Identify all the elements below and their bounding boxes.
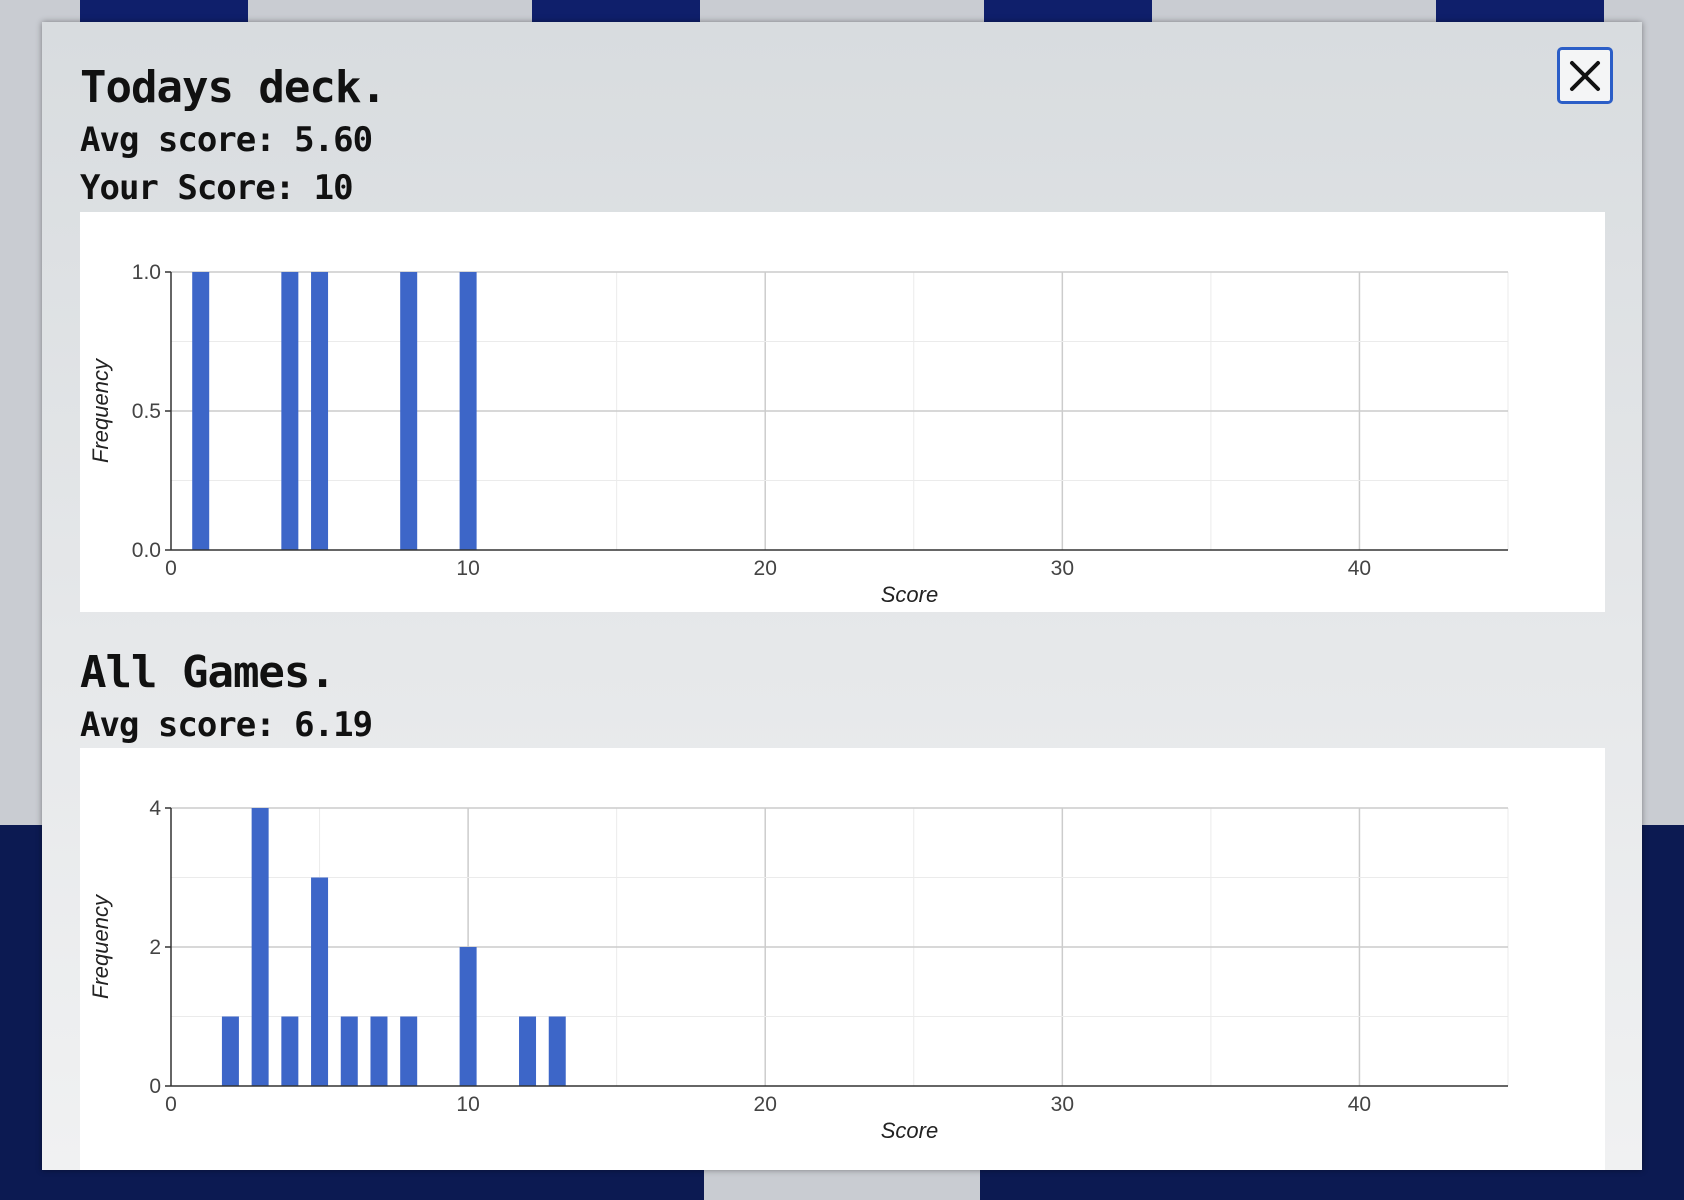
- todays-deck-chart: 0 10 20 30 40 0.0 0.5 1.0 Score Frequency: [80, 212, 1605, 612]
- histogram-bar: [281, 272, 299, 550]
- card-back: [984, 0, 1152, 22]
- histogram-bar: [370, 1016, 388, 1086]
- histogram-bar: [519, 1016, 537, 1086]
- all-games-chart: 0 10 20 30 40 0 2 4 Score Frequency: [80, 748, 1605, 1170]
- card-face: [704, 1170, 980, 1200]
- todays-deck-title: Todays deck.: [80, 62, 387, 113]
- close-button[interactable]: [1557, 47, 1613, 104]
- all-games-title: All Games.: [80, 647, 336, 698]
- all-games-avg-score: Avg score: 6.19: [80, 705, 373, 745]
- x-tick-label: 10: [456, 557, 479, 580]
- card-back: [1436, 0, 1604, 22]
- y-tick-label: 0.0: [132, 539, 161, 562]
- y-tick-label: 0: [149, 1075, 161, 1098]
- todays-deck-histogram: 0 10 20 30 40 0.0 0.5 1.0 Score Frequency: [88, 261, 1509, 607]
- histogram-bar: [221, 1016, 239, 1086]
- x-tick-label: 20: [754, 557, 777, 580]
- x-tick-label: 30: [1051, 557, 1074, 580]
- x-tick-label: 30: [1051, 1093, 1074, 1116]
- histogram-bar: [548, 1016, 566, 1086]
- x-axis-title: Score: [881, 1118, 938, 1143]
- score-stats-modal: Todays deck. Avg score: 5.60 Your Score:…: [42, 22, 1642, 1170]
- x-tick-label: 0: [165, 557, 177, 580]
- histogram-bar: [400, 1016, 418, 1086]
- x-tick-label: 40: [1348, 1093, 1371, 1116]
- y-tick-label: 1.0: [132, 261, 161, 284]
- histogram-bar: [311, 877, 329, 1086]
- y-tick-label: 0.5: [132, 400, 161, 423]
- card-back: [80, 0, 248, 22]
- histogram-bar: [340, 1016, 358, 1086]
- histogram-bar: [251, 808, 269, 1086]
- your-score: Your Score: 10: [80, 168, 354, 208]
- histogram-bar: [459, 272, 477, 550]
- x-tick-label: 40: [1348, 557, 1371, 580]
- histogram-bar: [400, 272, 418, 550]
- card-back: [532, 0, 700, 22]
- close-icon: [1570, 60, 1600, 91]
- histogram-bar: [192, 272, 210, 550]
- y-axis-title: Frequency: [88, 893, 113, 999]
- histogram-bar: [311, 272, 329, 550]
- todays-avg-score: Avg score: 5.60: [80, 120, 373, 160]
- x-tick-label: 0: [165, 1093, 177, 1116]
- x-axis-title: Score: [881, 582, 938, 607]
- histogram-bar: [459, 947, 477, 1086]
- histogram-bar: [281, 1016, 299, 1086]
- y-axis-title: Frequency: [88, 357, 113, 463]
- x-tick-label: 10: [456, 1093, 479, 1116]
- x-tick-label: 20: [754, 1093, 777, 1116]
- all-games-histogram: 0 10 20 30 40 0 2 4 Score Frequency: [88, 797, 1509, 1143]
- y-tick-label: 4: [149, 797, 161, 820]
- y-tick-label: 2: [149, 936, 161, 959]
